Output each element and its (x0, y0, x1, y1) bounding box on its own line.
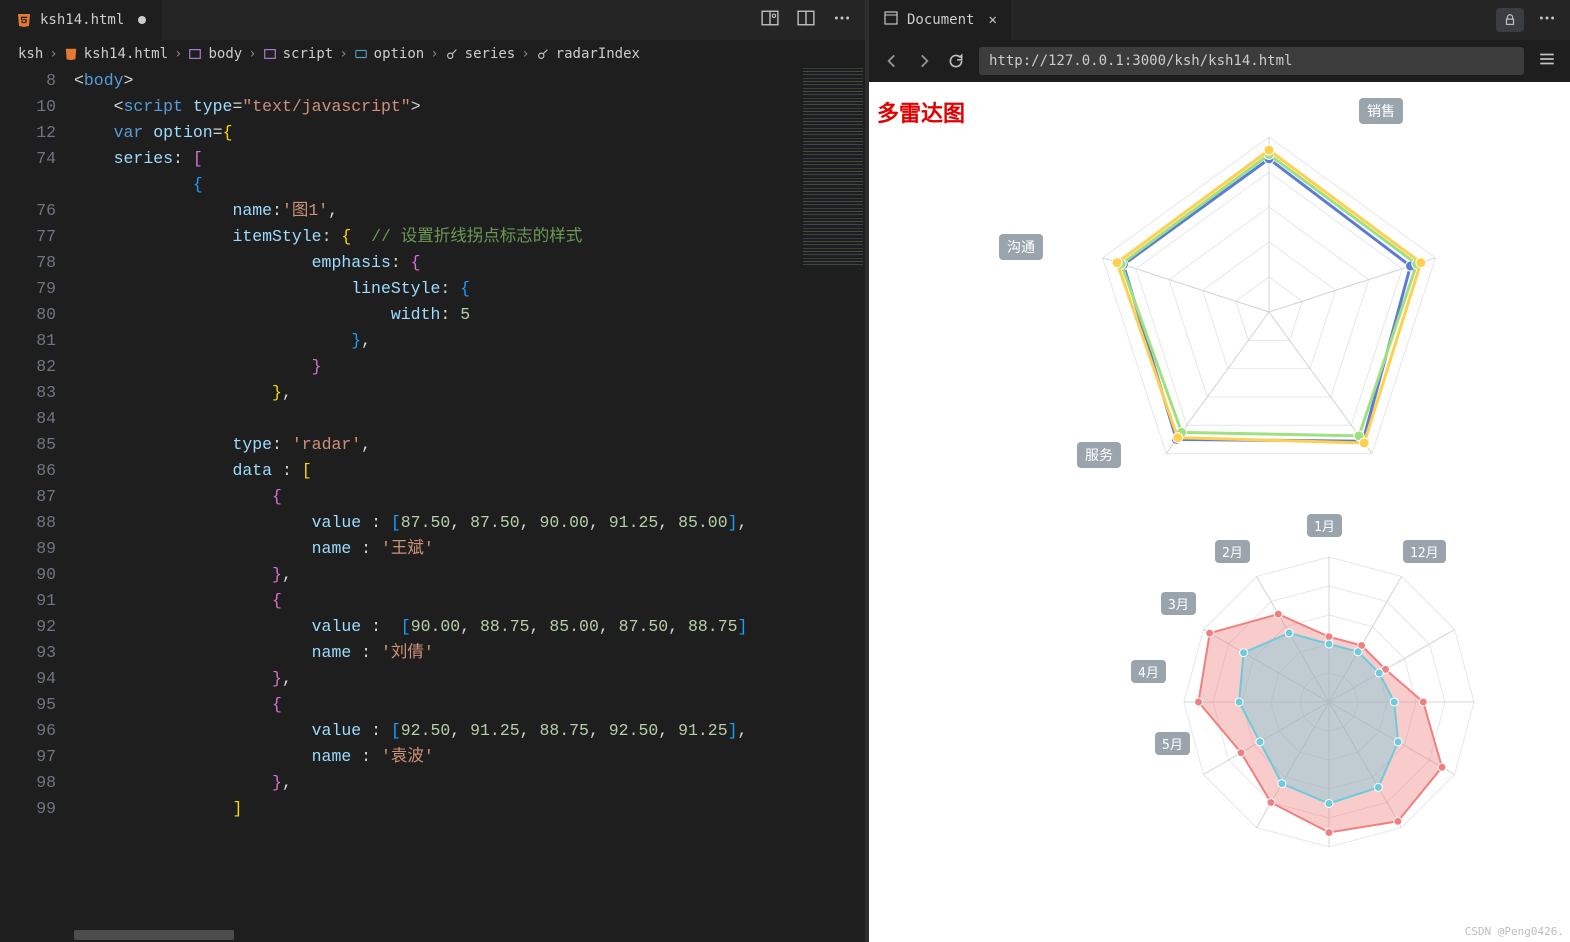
chevron-icon: › (248, 46, 256, 62)
bc-body: body (208, 46, 242, 62)
split-editor-icon[interactable] (797, 9, 815, 31)
bc-option: option (374, 46, 425, 62)
bc-series: series (465, 46, 516, 62)
reload-icon[interactable] (947, 52, 965, 70)
editor-pane: ksh14.html ksh › ksh14.html › body › scr… (0, 0, 865, 942)
page-icon (883, 10, 899, 30)
editor-tab[interactable]: ksh14.html (0, 0, 162, 40)
bc-script: script (283, 46, 334, 62)
browser-pane: Document ✕ http://127.0.0.1:3000/ksh/ksh… (869, 0, 1570, 942)
browser-nav-bar: http://127.0.0.1:3000/ksh/ksh14.html (869, 40, 1570, 82)
symbol-variable-icon (354, 47, 368, 61)
browser-tab-bar: Document ✕ (869, 0, 1570, 40)
symbol-property-icon (445, 47, 459, 61)
axis-label: 沟通 (999, 234, 1043, 260)
axis-label: 3月 (1161, 592, 1196, 615)
forward-icon[interactable] (915, 52, 933, 70)
chevron-icon: › (430, 46, 438, 62)
more-icon[interactable] (833, 9, 851, 31)
chart-title: 多雷达图 (877, 96, 965, 128)
chevron-icon: › (49, 46, 57, 62)
axis-label: 12月 (1403, 540, 1446, 563)
close-icon[interactable]: ✕ (988, 12, 996, 28)
chevron-icon: › (521, 46, 529, 62)
html-file-icon (16, 12, 32, 28)
editor-tab-bar: ksh14.html (0, 0, 865, 40)
bc-file: ksh14.html (84, 46, 168, 62)
browser-tab-title: Document (907, 12, 974, 28)
axis-label: 销售 (1359, 98, 1403, 124)
split-preview-icon[interactable] (761, 9, 779, 31)
html-file-icon (64, 47, 78, 61)
axis-label: 服务 (1077, 442, 1121, 468)
more-icon[interactable] (1538, 9, 1556, 31)
watermark: CSDN @Peng0426. (1465, 925, 1564, 938)
scrollbar-thumb[interactable] (74, 930, 234, 940)
axis-label: 4月 (1131, 660, 1166, 683)
back-icon[interactable] (883, 52, 901, 70)
code-content[interactable]: <body> <script type="text/javascript"> v… (74, 68, 865, 930)
chevron-icon: › (339, 46, 347, 62)
bc-root: ksh (18, 46, 43, 62)
lock-icon[interactable] (1496, 8, 1524, 32)
rendered-page: 多雷达图 销售沟通服务 1月 2月 3月 4月 5月 12月 CSDN @Peng0426… (869, 82, 1570, 942)
axis-label: 2月 (1215, 540, 1250, 563)
chevron-icon: › (174, 46, 182, 62)
breadcrumb[interactable]: ksh › ksh14.html › body › script › optio… (0, 40, 865, 68)
symbol-module-icon (263, 47, 277, 61)
browser-tab-actions (1496, 8, 1570, 32)
minimap[interactable] (803, 68, 863, 268)
symbol-module-icon (188, 47, 202, 61)
symbol-property-icon (536, 47, 550, 61)
tab-modified-dot (138, 16, 146, 24)
axis-label: 1月 (1307, 514, 1342, 537)
url-input[interactable]: http://127.0.0.1:3000/ksh/ksh14.html (979, 47, 1524, 75)
line-gutter: 8101274767778798081828384858687888990919… (0, 68, 74, 930)
browser-tab[interactable]: Document ✕ (869, 0, 1011, 40)
editor-tab-actions (761, 9, 865, 31)
bc-radarindex: radarIndex (556, 46, 640, 62)
url-text: http://127.0.0.1:3000/ksh/ksh14.html (989, 53, 1292, 69)
menu-icon[interactable] (1538, 50, 1556, 72)
radar-chart-2 (1069, 522, 1570, 922)
tab-filename: ksh14.html (40, 12, 124, 28)
code-editor[interactable]: 8101274767778798081828384858687888990919… (0, 68, 865, 930)
axis-label: 5月 (1155, 732, 1190, 755)
horizontal-scrollbar[interactable] (0, 930, 865, 942)
